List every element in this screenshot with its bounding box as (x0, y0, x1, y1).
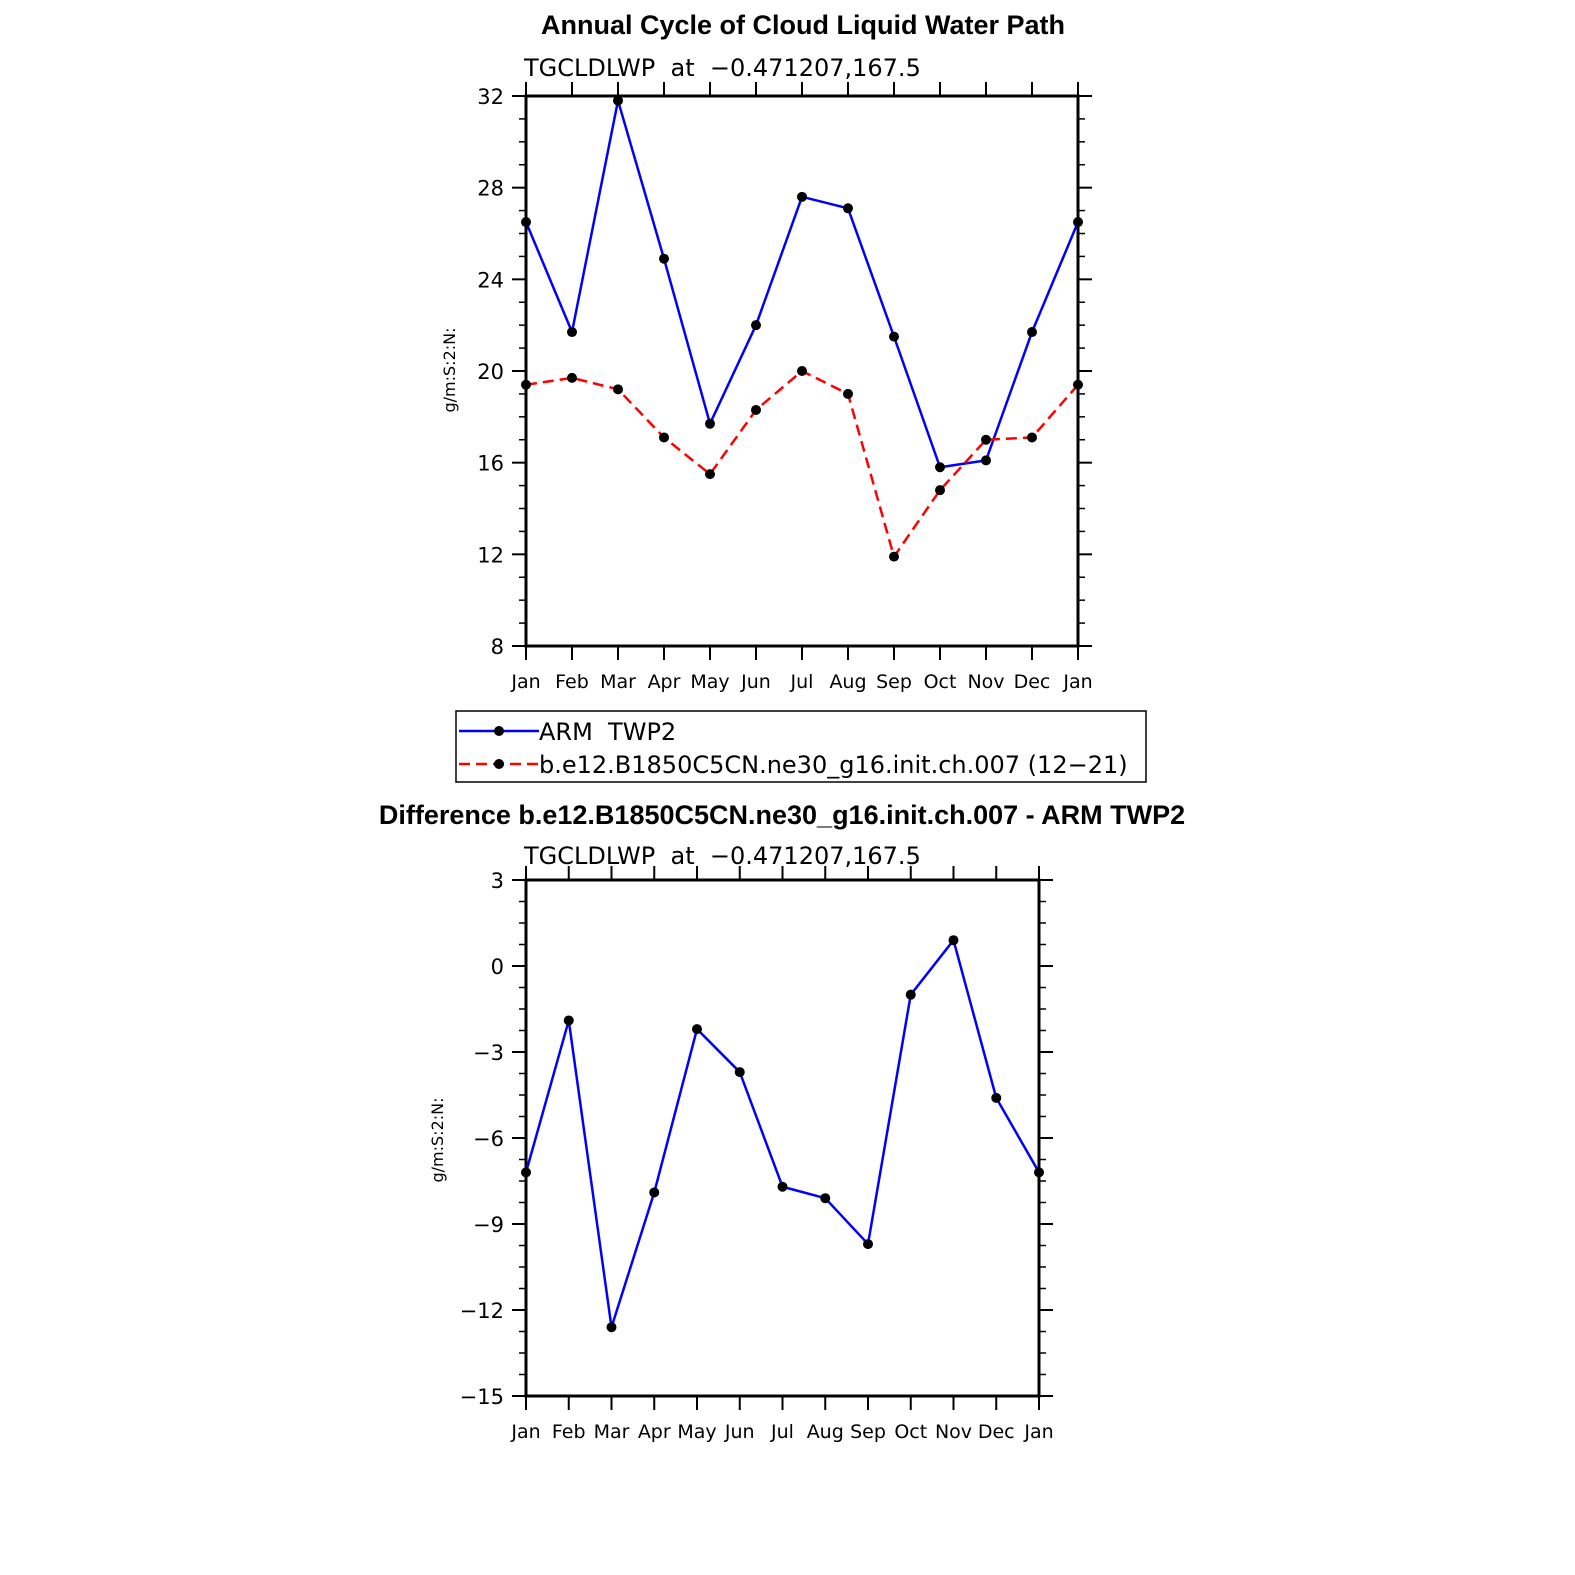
bottom-xtick-label: Jan (1023, 1421, 1053, 1443)
bottom-ytick-label: −15 (460, 1385, 504, 1409)
top-ytick-label: 32 (477, 85, 504, 109)
legend: ARM TWP2 b.e12.B1850C5CN.ne30_g16.init.c… (455, 710, 1147, 783)
top-series-line-0 (524, 99, 1080, 469)
bottom-frame (524, 878, 1041, 1398)
bottom-series-0-point (905, 989, 916, 1000)
top-series-0-point (981, 455, 991, 466)
bottom-chart-title: Difference b.e12.B1850C5CN.ne30_g16.init… (379, 800, 1185, 830)
top-series-0-point (659, 253, 669, 264)
bottom-series-0-point (563, 1015, 574, 1026)
top-ytick-label: 12 (477, 543, 504, 567)
bottom-plot-area: −15 −12 −9 −6 −3 0 3 Jan Feb Mar Apr May Jun Jul Aug Se… (460, 866, 1054, 1443)
bottom-xtick-label: Jan (510, 1421, 540, 1443)
top-series-line-1 (525, 369, 1079, 558)
legend-label-arm: ARM TWP2 (539, 718, 676, 746)
top-series-0-point (567, 327, 577, 338)
bottom-series-0-point (820, 1193, 831, 1204)
bottom-series-0-point (692, 1024, 702, 1035)
top-ytick-label: 24 (477, 268, 504, 292)
bottom-xtick-label: Oct (894, 1421, 927, 1443)
top-chart-subtitle: TGCLDLWP at −0.471207,167.5 (523, 54, 921, 82)
top-xtick-label: Feb (555, 671, 589, 693)
legend-box (455, 710, 1147, 783)
bottom-series-0-point (991, 1092, 1002, 1103)
bottom-series-0-point (1034, 1167, 1044, 1178)
top-chart-title: Annual Cycle of Cloud Liquid Water Path (541, 10, 1065, 40)
top-series-1-point (751, 404, 761, 415)
bottom-xtick-label: Jun (724, 1421, 755, 1443)
top-ytick-label: 20 (477, 360, 504, 384)
top-series-1-point (705, 469, 715, 480)
top-series-1-point (1073, 379, 1083, 390)
top-series-1-point (567, 372, 577, 383)
top-xtick-label: Jul (790, 671, 814, 693)
bottom-ytick-label: −6 (473, 1127, 504, 1151)
bottom-ytick-label: 3 (491, 869, 504, 893)
top-series-0-point (797, 191, 807, 202)
legend-marker-model (494, 759, 504, 769)
bottom-xtick-label: Aug (807, 1421, 844, 1443)
bottom-xtick-label: Sep (850, 1421, 886, 1443)
bottom-ytick-label: 0 (491, 955, 504, 979)
bottom-ytick-label: −12 (460, 1299, 504, 1323)
top-series-1-point (843, 388, 853, 399)
top-series-1-point (797, 366, 807, 376)
top-ytick-label: 8 (491, 635, 504, 659)
bottom-series-0-point (606, 1322, 617, 1333)
bottom-series-0-point (863, 1239, 873, 1250)
bottom-xtick-label: Apr (638, 1421, 671, 1443)
top-xtick-label: Jan (510, 671, 540, 693)
bottom-series-0-point (521, 1167, 531, 1178)
top-xtick-label: Sep (876, 671, 912, 693)
top-xtick-label: Apr (648, 671, 681, 693)
top-series-0-point (889, 331, 899, 342)
top-chart-ylabel: g/m:S:2:N: (440, 328, 459, 413)
bottom-xtick-label: Feb (552, 1421, 586, 1443)
top-series-1-point (981, 434, 991, 445)
top-ytick-label: 28 (477, 177, 504, 201)
top-xtick-label: Aug (829, 671, 866, 693)
bottom-series-0-point (649, 1187, 660, 1198)
bottom-series-0-point (734, 1067, 745, 1078)
bottom-xtick-label: May (677, 1421, 716, 1443)
top-xtick-label: Jun (740, 671, 771, 693)
top-series-0-point (843, 203, 853, 214)
top-series-0-point (613, 95, 623, 106)
top-series-1-point (521, 379, 531, 390)
top-series-1-point (613, 384, 623, 395)
top-xtick-label: Nov (967, 671, 1004, 693)
top-xtick-label: Dec (1014, 671, 1051, 693)
top-plot-area: 8 12 16 20 24 28 32 Jan Feb Mar Apr May Jun Jul Aug Sep… (477, 82, 1093, 693)
top-series-0-point (1027, 327, 1037, 338)
bottom-series-0-point (777, 1181, 788, 1192)
bottom-xtick-label: Jul (770, 1421, 794, 1443)
top-xtick-label: Mar (600, 671, 636, 693)
top-xtick-label: Jan (1062, 671, 1092, 693)
top-xtick-label: May (690, 671, 729, 693)
top-series-1-point (935, 485, 945, 496)
bottom-chart-ylabel: g/m:S:2:N: (428, 1098, 447, 1183)
bottom-xtick-label: Dec (978, 1421, 1015, 1443)
legend-label-model: b.e12.B1850C5CN.ne30_g16.init.ch.007 (12… (539, 751, 1128, 779)
top-series-1-point (1027, 432, 1037, 443)
top-series-0-point (521, 217, 531, 228)
bottom-xtick-label: Mar (594, 1421, 630, 1443)
bottom-xtick-label: Nov (935, 1421, 972, 1443)
top-series-1-point (659, 432, 669, 443)
top-series-0-point (705, 418, 715, 429)
top-ytick-label: 16 (477, 452, 504, 476)
bottom-ytick-label: −9 (473, 1213, 504, 1237)
bottom-chart-subtitle: TGCLDLWP at −0.471207,167.5 (523, 842, 921, 870)
bottom-series-0-point (948, 935, 959, 946)
top-series-0-point (751, 320, 761, 331)
bottom-ytick-label: −3 (473, 1041, 504, 1065)
top-series-0-point (1073, 217, 1083, 228)
legend-marker-arm (494, 726, 504, 736)
bottom-series-line-0 (524, 938, 1041, 1329)
top-series-1-point (889, 551, 899, 562)
top-xtick-label: Oct (924, 671, 957, 693)
top-series-0-point (935, 462, 945, 473)
